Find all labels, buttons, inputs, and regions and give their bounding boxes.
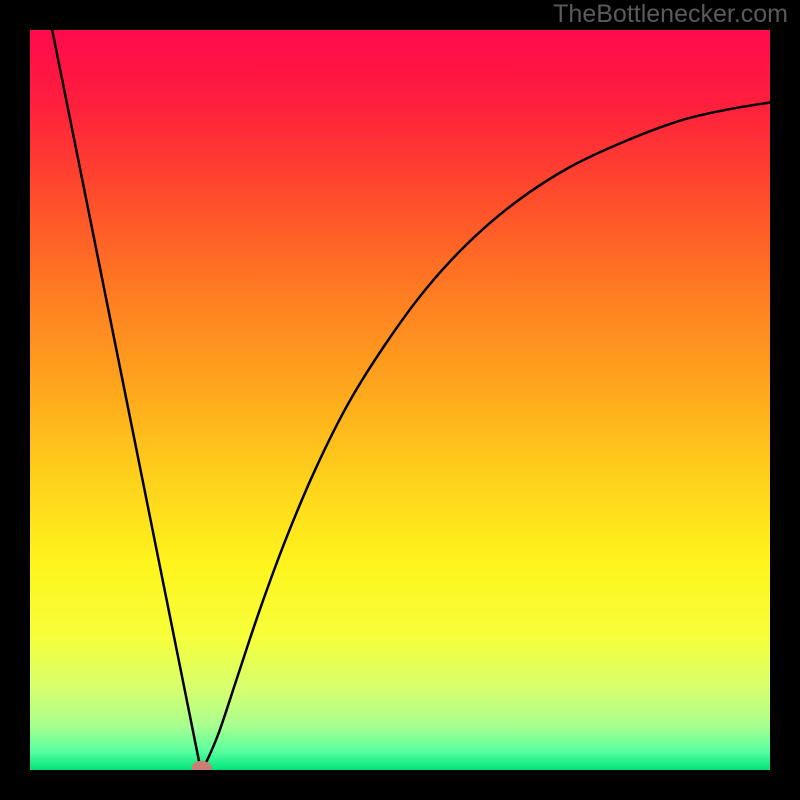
watermark-text: TheBottlenecker.com (553, 0, 788, 29)
chart-svg (30, 30, 770, 770)
plot-area (30, 30, 770, 770)
gradient-background (30, 30, 770, 770)
chart-frame: TheBottlenecker.com (0, 0, 800, 800)
